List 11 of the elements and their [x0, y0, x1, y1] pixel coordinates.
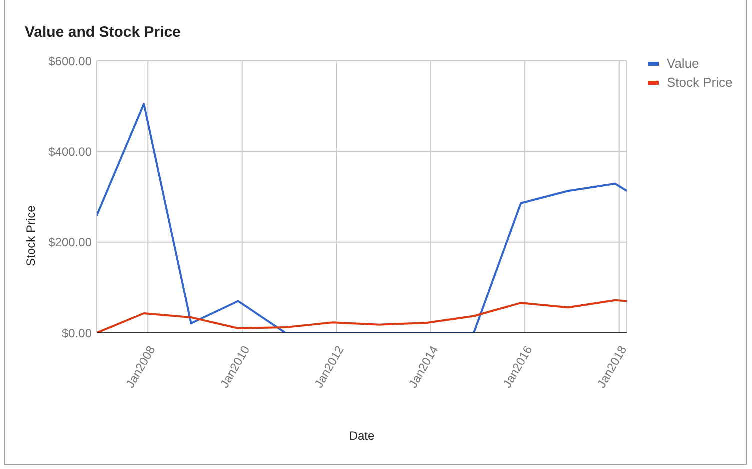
y-tick-label: $600.00	[48, 54, 92, 68]
chart-title: Value and Stock Price	[25, 24, 181, 41]
y-tick-label: $200.00	[48, 236, 92, 250]
x-axis-title: Date	[348, 429, 376, 443]
line-series	[97, 103, 627, 333]
y-tick-label: $0.00	[62, 326, 92, 340]
y-tick-label: $400.00	[48, 144, 92, 159]
y-axis-title: Stock Price	[24, 206, 38, 266]
legend-label: Stock Price	[667, 75, 733, 90]
legend-label: Value	[667, 56, 700, 71]
line-series	[97, 299, 627, 333]
